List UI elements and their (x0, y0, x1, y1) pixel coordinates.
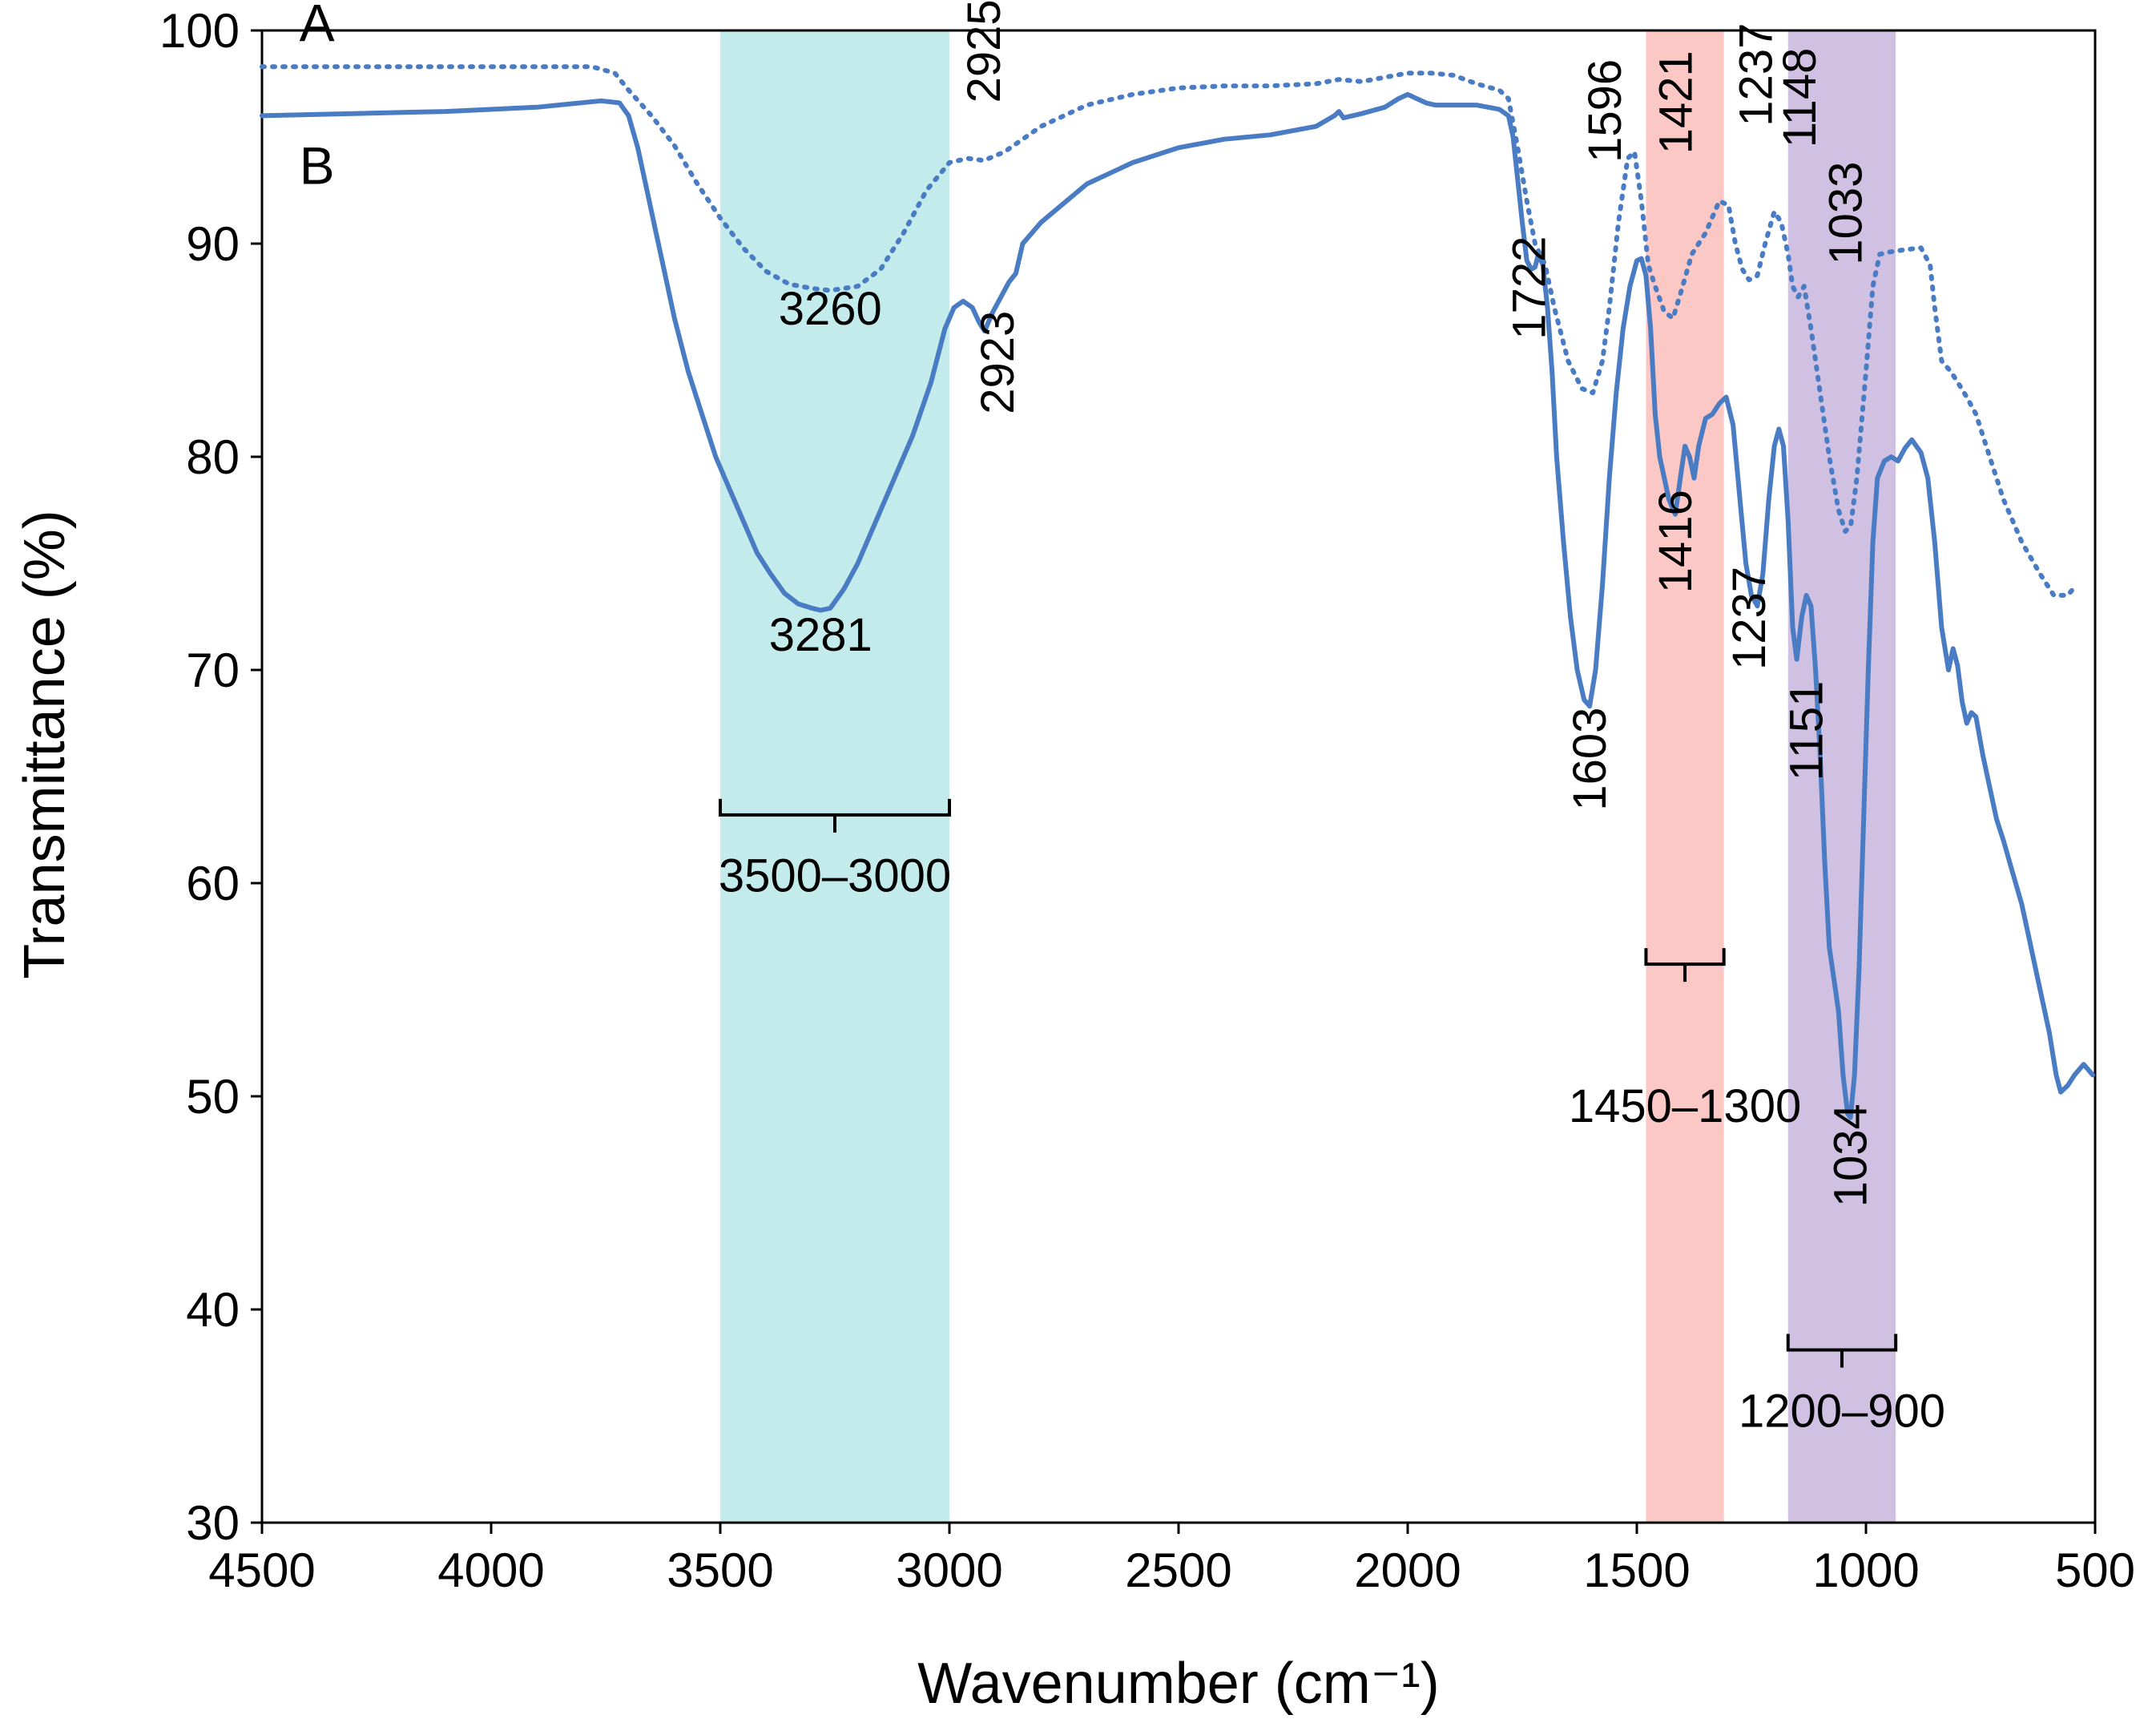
peak-label: 2925 (958, 0, 1010, 103)
range-bracket (1786, 1334, 1898, 1368)
x-tick-label: 1000 (1812, 1543, 1919, 1597)
y-tick-label: 40 (186, 1283, 240, 1337)
x-axis-title: Wavenumber (cm⁻¹) (917, 1652, 1439, 1716)
peak-label: 3260 (779, 283, 882, 335)
series-label-A: A (300, 0, 335, 52)
peak-label: 1421 (1650, 50, 1703, 154)
cyan-band (720, 30, 949, 1523)
x-tick-label: 4000 (437, 1543, 544, 1597)
purple-band (1787, 30, 1896, 1523)
peak-label: 1148 (1774, 48, 1826, 148)
range-bracket (1644, 948, 1726, 983)
peak-label: 1416 (1650, 490, 1702, 593)
peak-label: 1034 (1825, 1104, 1877, 1207)
peak-label: 1603 (1564, 708, 1616, 811)
peak-label: 3281 (769, 609, 872, 661)
y-tick-label: 50 (186, 1070, 240, 1124)
range-label: 1450–1300 (1569, 1080, 1801, 1132)
y-tick-label: 80 (186, 430, 240, 484)
x-tick-label: 3000 (896, 1543, 1002, 1597)
y-tick-label: 60 (186, 857, 240, 910)
series-label-B: B (300, 136, 335, 196)
pink-band (1646, 30, 1724, 1523)
peak-label: 1237 (1731, 23, 1783, 127)
peak-label: 1237 (1723, 567, 1775, 670)
series-line-A (260, 64, 2080, 598)
y-tick-label: 70 (186, 644, 240, 697)
x-tick-label: 4500 (208, 1543, 315, 1597)
x-tick-label: 2000 (1354, 1543, 1461, 1597)
peak-label: 2923 (972, 311, 1024, 414)
peak-label: 1722 (1504, 236, 1556, 340)
peak-label: 1033 (1820, 162, 1872, 265)
y-axis-title: Transmittance (%) (13, 510, 77, 978)
x-tick-label: 2500 (1125, 1543, 1231, 1597)
y-tick-label: 30 (186, 1496, 240, 1550)
range-bracket (719, 798, 951, 833)
x-tick-label: 1500 (1583, 1543, 1690, 1597)
x-tick-label: 500 (2055, 1543, 2135, 1597)
x-tick-label: 3500 (667, 1543, 773, 1597)
y-tick-label: 90 (186, 217, 240, 271)
peak-label: 1151 (1781, 681, 1833, 781)
peak-label: 1596 (1579, 59, 1631, 163)
range-label: 3500–3000 (719, 850, 951, 902)
y-tick-label: 100 (159, 4, 240, 58)
series-line-B (260, 91, 2096, 1120)
range-label: 1200–900 (1739, 1385, 1945, 1437)
